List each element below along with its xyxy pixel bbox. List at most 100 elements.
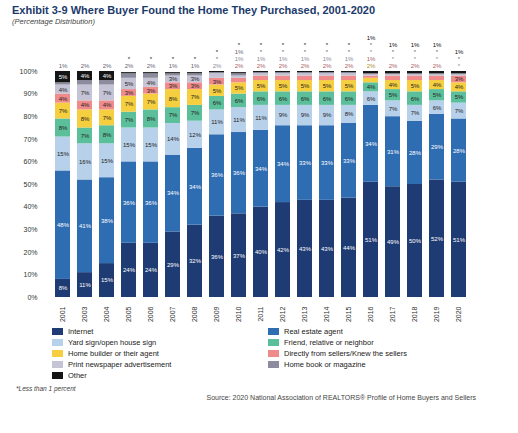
svg-text:3%: 3% [191,83,200,89]
svg-text:6%: 6% [301,96,310,102]
svg-text:1%: 1% [235,56,244,62]
svg-text:1%: 1% [411,42,420,48]
svg-text:29%: 29% [167,262,180,268]
svg-text:*: * [282,49,285,55]
svg-text:1%: 1% [367,35,376,41]
svg-text:24%: 24% [123,267,136,273]
svg-text:8%: 8% [81,116,90,122]
svg-text:6%: 6% [411,96,420,102]
svg-text:6%: 6% [235,98,244,104]
svg-text:7%: 7% [191,94,200,100]
svg-text:1%: 1% [301,56,310,62]
svg-text:*: * [238,42,241,48]
svg-text:4%: 4% [59,87,68,93]
svg-text:*: * [414,56,417,62]
svg-text:*: * [370,49,373,55]
svg-text:2006: 2006 [147,306,154,322]
svg-text:1%: 1% [257,56,266,62]
svg-text:2010: 2010 [235,306,242,322]
svg-text:2%: 2% [213,63,222,69]
svg-text:7%: 7% [389,106,398,112]
svg-text:*: * [414,49,417,55]
svg-text:60%: 60% [23,158,37,165]
svg-text:*: * [172,56,175,62]
svg-text:100%: 100% [20,68,38,75]
svg-text:50%: 50% [409,238,422,244]
svg-text:*: * [348,42,351,48]
svg-text:1%: 1% [279,56,288,62]
svg-text:1%: 1% [169,63,178,69]
svg-text:2%: 2% [367,63,376,69]
svg-text:6%: 6% [323,96,332,102]
svg-text:0%: 0% [27,294,37,301]
svg-text:2011: 2011 [257,306,264,321]
svg-text:11%: 11% [79,282,91,288]
svg-text:7%: 7% [103,115,112,121]
svg-text:36%: 36% [145,200,158,206]
svg-text:2019: 2019 [433,306,440,322]
svg-text:6%: 6% [213,100,222,106]
svg-text:34%: 34% [189,184,202,190]
svg-text:*: * [392,49,395,55]
svg-text:1%: 1% [367,56,376,62]
svg-text:2008: 2008 [191,306,198,322]
svg-text:3%: 3% [147,88,156,94]
svg-text:7%: 7% [169,112,178,118]
svg-text:*: * [348,49,351,55]
svg-text:5%: 5% [279,83,288,89]
svg-text:5%: 5% [59,74,68,80]
svg-text:9%: 9% [279,112,288,118]
svg-text:49%: 49% [387,239,400,245]
svg-text:2017: 2017 [389,306,396,322]
svg-text:2003: 2003 [81,306,88,322]
svg-text:2%: 2% [125,63,134,69]
svg-text:9%: 9% [323,112,332,118]
svg-text:*: * [436,49,439,55]
svg-text:1%: 1% [389,42,398,48]
svg-text:28%: 28% [409,150,422,156]
svg-text:1%: 1% [345,56,354,62]
svg-text:2%: 2% [279,63,288,69]
svg-text:4%: 4% [59,96,68,102]
svg-text:43%: 43% [321,246,334,252]
svg-text:8%: 8% [169,96,178,102]
svg-text:44%: 44% [343,245,356,251]
svg-text:5%: 5% [257,83,266,89]
svg-text:7%: 7% [147,99,156,105]
svg-text:6%: 6% [367,96,376,102]
svg-text:5%: 5% [345,83,354,89]
svg-text:5%: 5% [433,92,442,98]
svg-text:2020: 2020 [455,306,462,322]
svg-text:8%: 8% [147,116,156,122]
svg-text:24%: 24% [145,267,158,273]
svg-text:6%: 6% [345,96,354,102]
svg-text:*: * [282,42,285,48]
svg-text:8%: 8% [59,125,68,131]
svg-text:6%: 6% [257,96,266,102]
svg-text:36%: 36% [211,172,224,178]
svg-text:80%: 80% [23,113,37,120]
svg-text:7%: 7% [81,90,90,96]
svg-text:*: * [216,49,219,55]
svg-text:20%: 20% [23,249,37,256]
svg-text:1%: 1% [235,49,244,55]
svg-text:41%: 41% [79,223,92,229]
svg-text:*: * [370,42,373,48]
svg-text:5%: 5% [235,85,244,91]
svg-text:3%: 3% [213,79,222,85]
svg-text:*: * [194,56,197,62]
svg-text:36%: 36% [123,200,136,206]
svg-text:38%: 38% [101,218,114,224]
svg-text:2%: 2% [81,63,90,69]
svg-text:2005: 2005 [125,306,132,322]
svg-text:15%: 15% [57,151,70,157]
svg-text:*: * [128,56,131,62]
svg-text:2016: 2016 [367,306,374,322]
svg-text:2018: 2018 [411,306,418,322]
svg-text:4%: 4% [103,102,112,108]
svg-text:16%: 16% [79,159,92,165]
svg-text:11%: 11% [211,119,223,125]
svg-text:2001: 2001 [59,306,66,322]
svg-text:*: * [260,49,263,55]
svg-text:1%: 1% [323,56,332,62]
